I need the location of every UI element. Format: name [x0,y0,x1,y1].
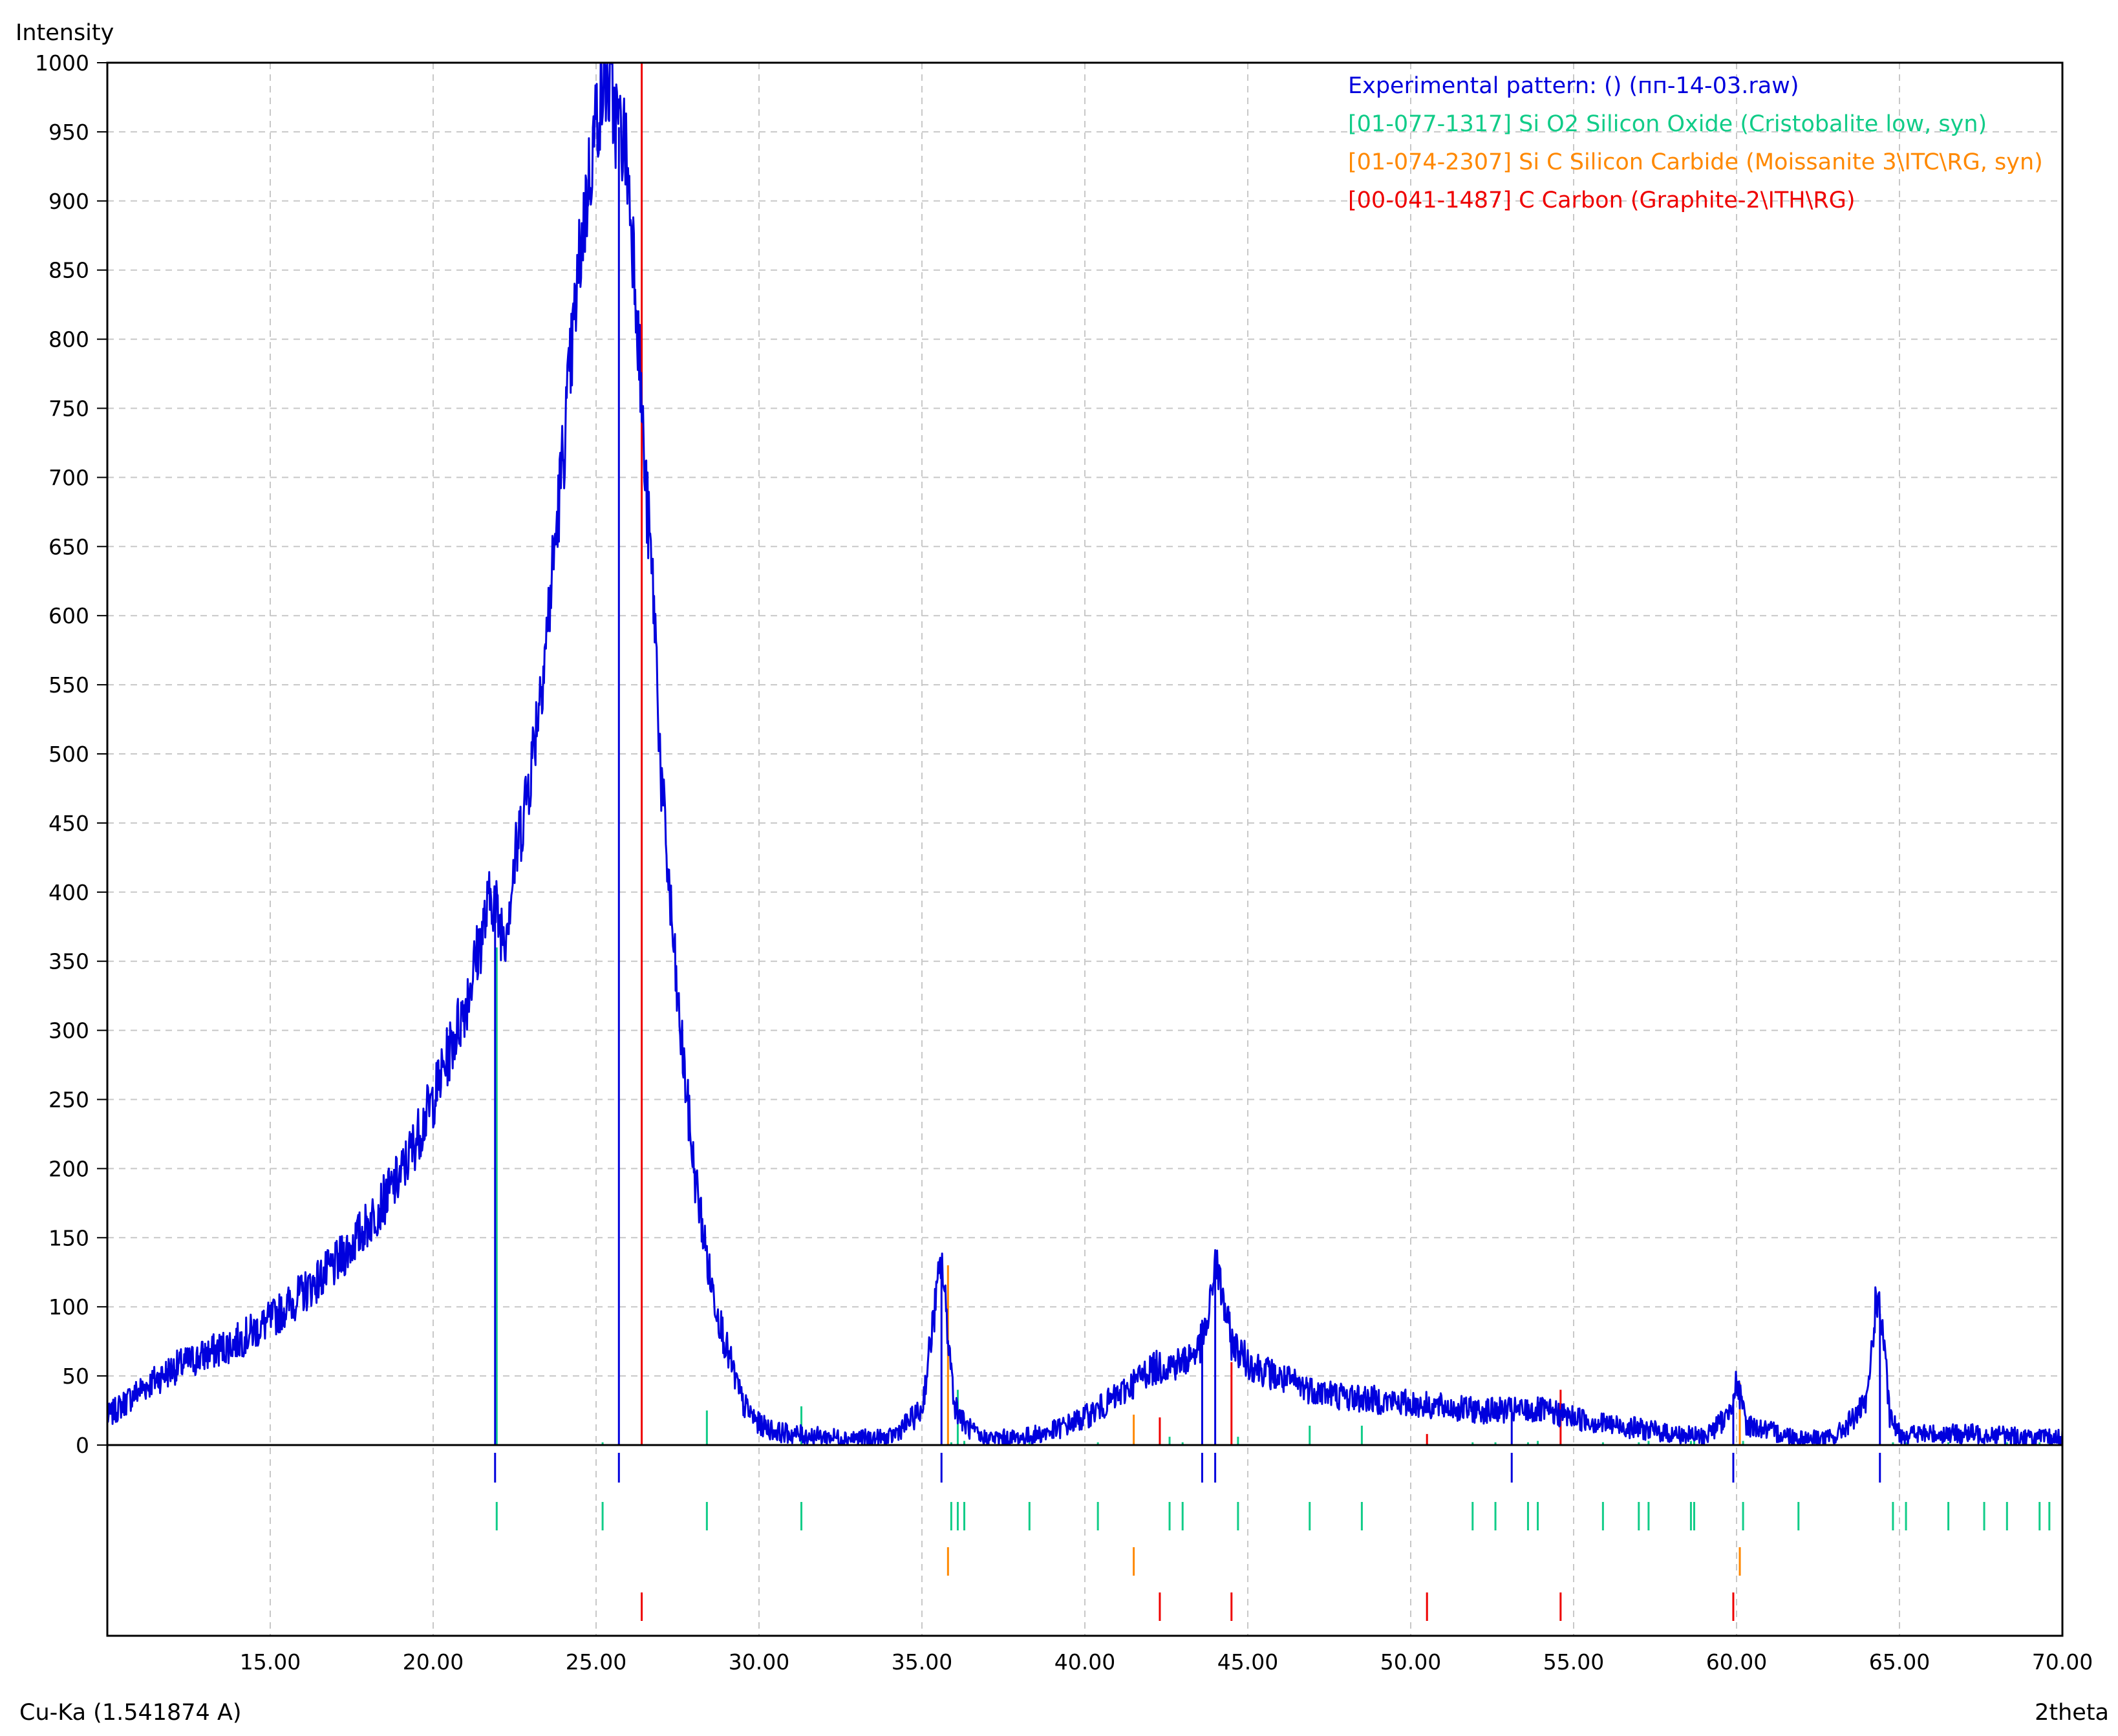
wavelength-label: Cu-Ka (1.541874 A) [19,1700,242,1726]
y-tick-label: 300 [48,1018,89,1044]
y-tick-label: 450 [48,811,89,836]
x-tick-labels: 15.00 20.00 25.00 30.00 35.00 40.00 45.00 50.00… [240,1649,2093,1675]
x-tick-label: 65.00 [1869,1649,1930,1675]
y-tick-label: 750 [48,396,89,422]
y-tick-label: 900 [48,189,89,214]
y-tick-label: 200 [48,1156,89,1181]
y-tick-label: 100 [48,1294,89,1320]
x-tick-label: 55.00 [1543,1649,1604,1675]
x-tick-label: 20.00 [403,1649,464,1675]
y-axis-title: Intensity [16,20,114,46]
y-tick-label: 650 [48,534,89,559]
legend-cristobalite: [01-077-1317] Si O2 Silicon Oxide (Crist… [1348,111,1987,137]
y-tick-label: 400 [48,880,89,905]
y-tick-label: 150 [48,1225,89,1250]
y-tick-labels: 0 50 100 150 200 250 300 350 400 450 500 550 600 650 7… [35,50,107,1458]
y-tick-label: 1000 [35,50,89,76]
x-tick-label: 60.00 [1706,1649,1767,1675]
y-tick-label: 850 [48,258,89,283]
x-tick-label: 15.00 [240,1649,301,1675]
x-tick-label: 45.00 [1217,1649,1278,1675]
x-axis-title: 2theta [2035,1700,2109,1726]
y-tick-label: 250 [48,1088,89,1113]
legend-experimental: Experimental pattern: () (пп-14-03.raw) [1348,73,1799,99]
y-tick-label: 950 [48,120,89,145]
reference-sticks-panel [494,1453,2051,1621]
legend: Experimental pattern: () (пп-14-03.raw) … [1348,73,2043,213]
y-tick-label: 600 [48,603,89,628]
x-tick-label: 40.00 [1054,1649,1115,1675]
legend-moissanite: [01-074-2307] Si C Silicon Carbide (Mois… [1348,149,2043,175]
x-tick-label: 30.00 [729,1649,789,1675]
plot-frame [106,61,2064,1637]
y-tick-label: 700 [48,465,89,490]
y-tick-label: 50 [62,1364,89,1389]
y-tick-label: 500 [48,742,89,767]
legend-graphite: [00-041-1487] C Carbon (Graphite-2\ITH\R… [1348,188,1855,213]
y-tick-label: 800 [48,327,89,352]
grid-lines [107,62,2062,1636]
y-tick-label: 550 [48,672,89,698]
x-tick-label: 25.00 [566,1649,626,1675]
experimental-pattern-line [106,61,2064,1446]
x-tick-label: 70.00 [2032,1649,2093,1675]
x-tick-label: 50.00 [1380,1649,1441,1675]
x-tick-label: 35.00 [892,1649,952,1675]
y-tick-label: 350 [48,949,89,974]
y-tick-label: 0 [76,1433,89,1458]
